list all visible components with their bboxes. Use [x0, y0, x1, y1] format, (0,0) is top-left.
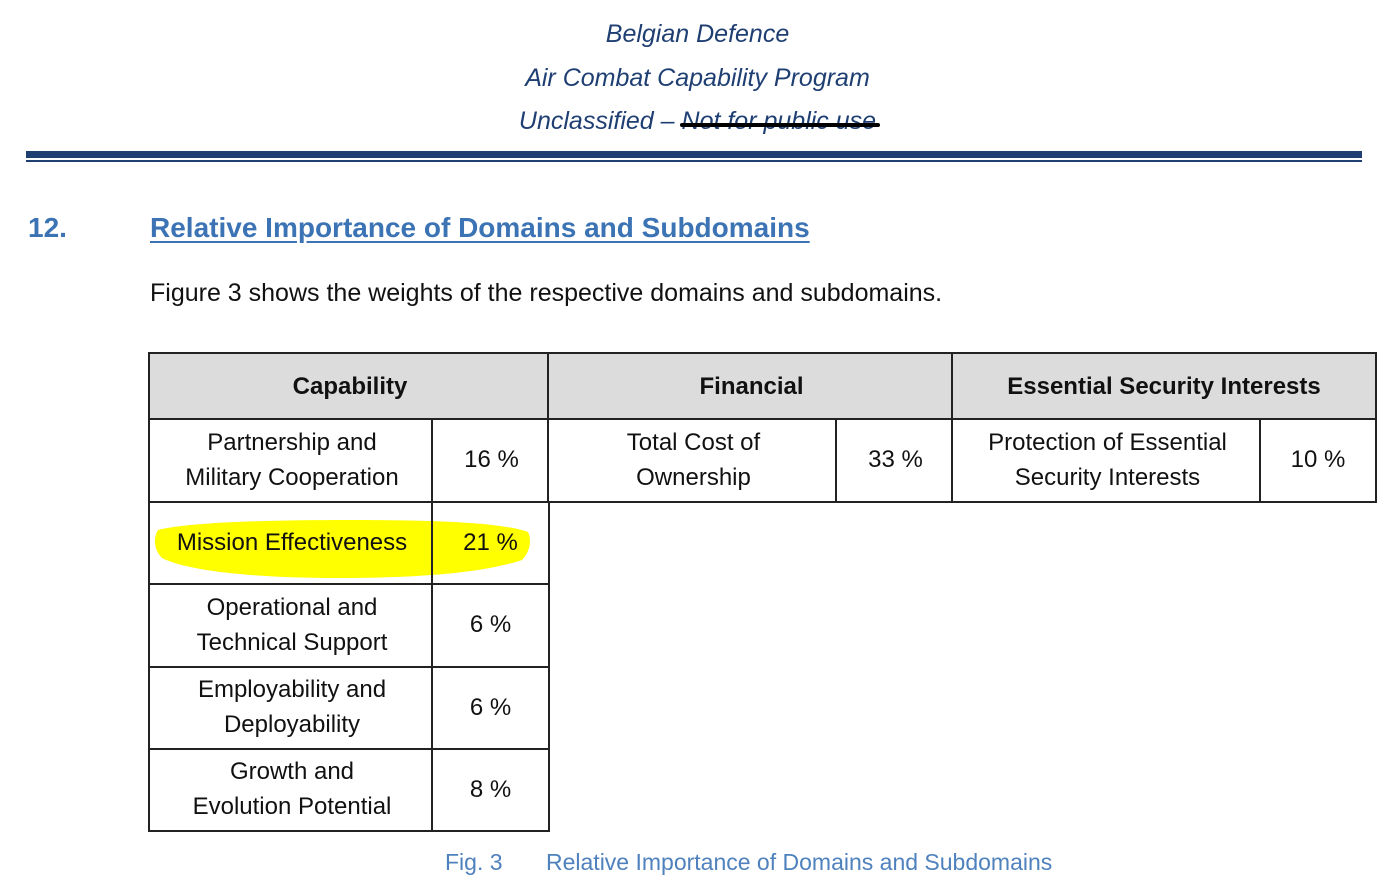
domain-header-essential-security: Essential Security Interests — [951, 352, 1377, 420]
subdomain-cell-highlighted: Mission Effectiveness — [148, 501, 434, 585]
subdomain-label-line1: Employability and — [198, 676, 386, 703]
figure-caption-text: Relative Importance of Domains and Subdo… — [546, 849, 1052, 876]
weight-cell: 10 % — [1259, 418, 1377, 503]
classification-prefix: Unclassified – — [519, 107, 675, 135]
subdomain-label-line2: Technical Support — [197, 629, 388, 656]
domain-header-capability-label: Capability — [293, 369, 408, 404]
subdomain-label-line1: Growth and — [230, 758, 354, 785]
subdomain-label-line2: Deployability — [224, 711, 360, 738]
weight-cell: 8 % — [431, 748, 550, 832]
subdomain-label: Mission Effectiveness — [177, 525, 407, 560]
domain-header-financial-label: Financial — [699, 369, 803, 404]
subdomain-label-line1: Partnership and — [207, 429, 376, 456]
domain-header-capability: Capability — [148, 352, 550, 420]
subdomain-label-line2: Military Cooperation — [185, 464, 398, 491]
subdomain-label-line2: Ownership — [636, 464, 751, 491]
weight-cell: 6 % — [431, 583, 550, 668]
domain-header-essential-security-label: Essential Security Interests — [1007, 369, 1320, 404]
subdomain-cell: Growth and Evolution Potential — [148, 748, 434, 832]
weight-value: 33 % — [868, 442, 923, 477]
section-number: 12. — [28, 212, 67, 244]
header-program: Air Combat Capability Program — [0, 64, 1395, 93]
header-rule-thick — [26, 151, 1362, 158]
weight-value: 6 % — [470, 690, 511, 725]
subdomain-cell: Protection of Essential Security Interest… — [951, 418, 1262, 503]
subdomain-label-line1: Protection of Essential — [988, 429, 1227, 456]
intro-paragraph: Figure 3 shows the weights of the respec… — [150, 279, 942, 308]
domain-header-financial: Financial — [547, 352, 954, 420]
header-org: Belgian Defence — [0, 20, 1395, 49]
weight-value: 16 % — [464, 442, 519, 477]
subdomain-label-line1: Operational and — [207, 594, 378, 621]
header-rule-thin — [26, 160, 1362, 162]
weight-value: 21 % — [463, 525, 518, 560]
weight-cell: 16 % — [431, 418, 550, 503]
subdomain-label-line1: Total Cost of — [627, 429, 760, 456]
subdomain-cell: Total Cost of Ownership — [547, 418, 838, 503]
subdomain-cell: Partnership and Military Cooperation — [148, 418, 434, 503]
weight-cell: 6 % — [431, 666, 550, 750]
weight-value: 8 % — [470, 772, 511, 807]
subdomain-cell: Operational and Technical Support — [148, 583, 434, 668]
section-title: Relative Importance of Domains and Subdo… — [150, 212, 810, 244]
weight-cell: 33 % — [835, 418, 954, 503]
weight-cell-highlighted: 21 % — [431, 501, 550, 585]
weight-value: 10 % — [1291, 442, 1346, 477]
subdomain-label-line2: Security Interests — [1015, 464, 1200, 491]
subdomain-label-line2: Evolution Potential — [193, 793, 392, 820]
figure-caption-number: Fig. 3 — [445, 849, 503, 876]
subdomain-cell: Employability and Deployability — [148, 666, 434, 750]
header-classification: Unclassified – Not for public use — [0, 107, 1395, 136]
classification-struck-text: Not for public use — [682, 107, 877, 136]
weight-value: 6 % — [470, 607, 511, 642]
